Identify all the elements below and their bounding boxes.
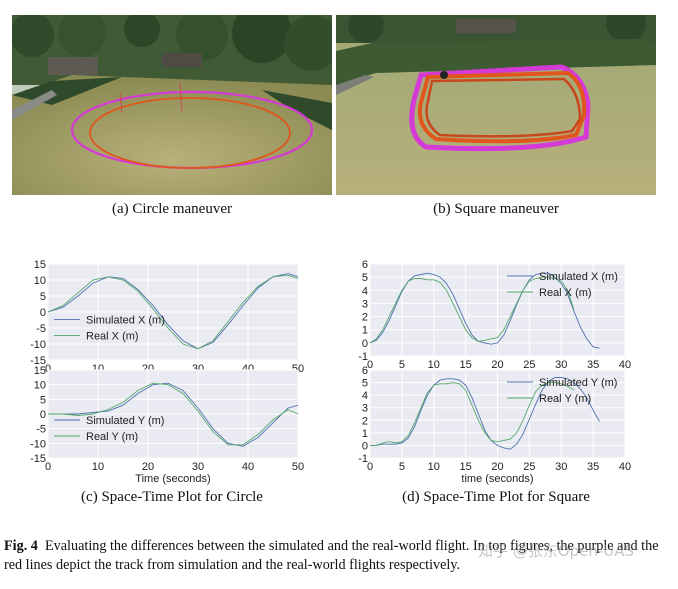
y-tick-label: 4	[362, 285, 368, 297]
series-line-simulated	[48, 382, 299, 447]
x-tick-label: 15	[460, 359, 472, 371]
subcaption-a: (a) Circle maneuver	[112, 201, 232, 217]
x-tick-label: 25	[523, 461, 535, 473]
x-tick-label: 20	[491, 359, 503, 371]
legend-label: Real Y (m)	[86, 431, 138, 443]
x-tick-label: 30	[555, 461, 567, 473]
y-tick-label: 2	[362, 415, 368, 427]
y-tick-label: 1	[362, 428, 368, 440]
x-tick-label: 30	[555, 359, 567, 371]
y-tick-label: 4	[362, 390, 368, 402]
square-maneuver-image	[336, 15, 656, 195]
circle-maneuver-scene	[12, 15, 332, 195]
legend-label: Real Y (m)	[539, 393, 591, 405]
y-tick-label: 2	[362, 312, 368, 324]
y-tick-label: 5	[40, 291, 46, 303]
x-tick-label: 5	[399, 461, 405, 473]
y-tick-label: 0	[40, 409, 46, 421]
x-tick-label: 30	[192, 461, 204, 473]
x-tick-label: 40	[619, 359, 631, 371]
legend-label: Simulated Y (m)	[86, 415, 164, 427]
subcaption-c: (c) Space-Time Plot for Circle	[81, 489, 263, 505]
legend-label: Real X (m)	[539, 287, 592, 299]
y-tick-label: 0	[40, 307, 46, 319]
x-tick-label: 0	[45, 461, 51, 473]
x-tick-label: 35	[587, 461, 599, 473]
series-line-real	[47, 274, 299, 350]
y-tick-label: -5	[36, 323, 46, 335]
x-tick-label: 0	[45, 363, 51, 375]
subcaption-b: (b) Square maneuver	[433, 201, 559, 217]
y-tick-label: -10	[30, 339, 46, 351]
x-tick-label: 10	[428, 359, 440, 371]
series-line-simulated	[47, 273, 299, 350]
legend-label: Simulated X (m)	[539, 271, 618, 283]
y-tick-label: -1	[358, 351, 368, 363]
y-tick-label: 5	[362, 378, 368, 390]
y-tick-label: -1	[358, 453, 368, 465]
y-tick-label: 3	[362, 298, 368, 310]
legend-label: Simulated X (m)	[86, 315, 165, 327]
legend-label: Real X (m)	[86, 331, 139, 343]
x-axis-label: Time (seconds)	[135, 473, 210, 485]
y-tick-label: 15	[34, 259, 46, 271]
x-tick-label: 35	[587, 359, 599, 371]
y-tick-label: -15	[30, 355, 46, 367]
y-tick-label: 0	[362, 338, 368, 350]
y-tick-label: 6	[362, 259, 368, 271]
square-maneuver-scene	[336, 15, 656, 195]
watermark: 知乎 @张东Open-UAS	[478, 542, 635, 560]
y-tick-label: 3	[362, 403, 368, 415]
subcaption-d: (d) Space-Time Plot for Square	[402, 489, 590, 505]
y-tick-label: 1	[362, 325, 368, 337]
legend-label: Simulated Y (m)	[539, 377, 617, 389]
y-tick-label: 6	[362, 365, 368, 377]
x-tick-label: 20	[142, 461, 154, 473]
x-tick-label: 15	[460, 461, 472, 473]
x-tick-label: 40	[242, 461, 254, 473]
figure-caption-text: Evaluating the differences between the s…	[4, 538, 659, 573]
y-tick-label: -10	[30, 438, 46, 450]
x-tick-label: 5	[399, 359, 405, 371]
series-line-simulated	[370, 377, 600, 450]
x-tick-label: 20	[491, 461, 503, 473]
y-tick-label: 5	[40, 394, 46, 406]
x-tick-label: 0	[367, 359, 373, 371]
y-tick-label: 5	[362, 272, 368, 284]
x-tick-label: 50	[292, 461, 304, 473]
y-tick-label: 15	[34, 365, 46, 377]
series-line-real	[369, 276, 575, 344]
y-tick-label: -15	[30, 453, 46, 465]
y-tick-label: 0	[362, 440, 368, 452]
x-tick-label: 10	[92, 461, 104, 473]
series-line-real	[48, 382, 299, 446]
x-tick-label: 0	[367, 461, 373, 473]
x-tick-label: 40	[619, 461, 631, 473]
figure-caption: Fig. 4 Evaluating the differences betwee…	[4, 537, 672, 575]
circle-maneuver-image	[12, 15, 332, 195]
x-axis-label: time (seconds)	[461, 473, 533, 485]
y-tick-label: -5	[36, 424, 46, 436]
y-tick-label: 10	[34, 275, 46, 287]
x-tick-label: 25	[523, 359, 535, 371]
x-tick-label: 10	[428, 461, 440, 473]
y-tick-label: 10	[34, 380, 46, 392]
series-line-real	[370, 382, 575, 446]
figure-label: Fig. 4	[4, 538, 38, 554]
